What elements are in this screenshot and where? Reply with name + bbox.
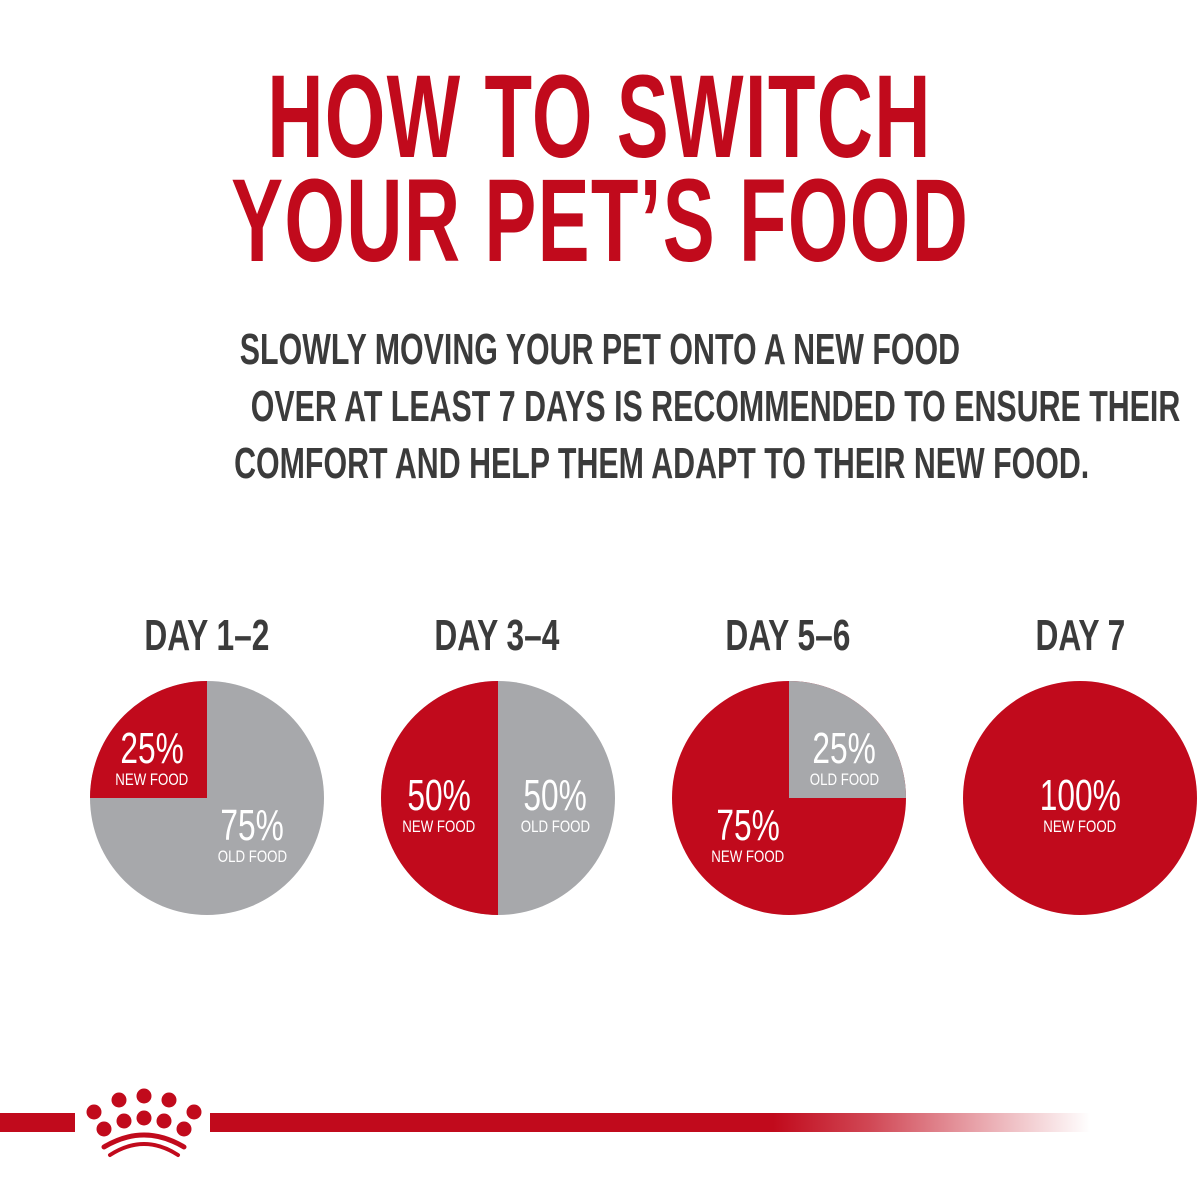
new-food-label: 75% NEW FOOD	[693, 801, 803, 867]
day-label-1-2: DAY 1–2	[77, 614, 337, 658]
day-text: DAY 5–6	[725, 611, 851, 660]
new-food-label: 25% NEW FOOD	[97, 724, 207, 790]
title-text-1: HOW TO SWITCH	[267, 51, 933, 183]
old-caption: OLD FOOD	[217, 847, 287, 866]
new-pct: 100%	[1039, 771, 1121, 820]
day-text: DAY 3–4	[434, 611, 560, 660]
title-text-2: YOUR PET’S FOOD	[230, 155, 970, 287]
intro-text-1: SLOWLY MOVING YOUR PET ONTO A NEW FOOD	[239, 325, 961, 374]
pie-graphic	[90, 681, 324, 915]
old-pct: 25%	[812, 724, 876, 773]
page-title-line-2: YOUR PET’S FOOD	[0, 162, 1200, 280]
old-caption: OLD FOOD	[520, 817, 591, 836]
old-pct: 75%	[220, 801, 284, 850]
new-caption: NEW FOOD	[115, 770, 189, 789]
old-food-label: 75% OLD FOOD	[197, 801, 307, 867]
old-caption: OLD FOOD	[809, 770, 879, 789]
new-pct: 50%	[407, 771, 471, 820]
old-food-label: 25% OLD FOOD	[789, 724, 899, 790]
new-pct: 75%	[716, 801, 780, 850]
new-caption: NEW FOOD	[711, 847, 785, 866]
crown-icon	[82, 1085, 207, 1160]
intro-text-3: COMFORT AND HELP THEM ADAPT TO THEIR NEW…	[234, 439, 1090, 488]
day-text: DAY 1–2	[144, 611, 270, 660]
pie-chart-day-1-2: 25% NEW FOOD 75% OLD FOOD	[89, 680, 325, 916]
pie-chart-day-7: 100% NEW FOOD	[962, 680, 1198, 916]
intro-line-2: OVER AT LEAST 7 DAYS IS RECOMMENDED TO E…	[42, 385, 1200, 429]
new-food-label: 100% NEW FOOD	[1020, 771, 1140, 837]
new-caption: NEW FOOD	[1043, 817, 1117, 836]
old-food-label: 50% OLD FOOD	[498, 771, 613, 837]
day-text: DAY 7	[1035, 611, 1125, 660]
pie-graphic	[963, 681, 1197, 915]
new-food-label: 50% NEW FOOD	[380, 771, 498, 837]
day-label-5-6: DAY 5–6	[658, 614, 918, 658]
day-label-3-4: DAY 3–4	[367, 614, 627, 658]
new-pct: 25%	[120, 724, 184, 773]
old-pct: 50%	[523, 771, 588, 820]
intro-line-1: SLOWLY MOVING YOUR PET ONTO A NEW FOOD	[0, 328, 1200, 372]
page-title-line-1: HOW TO SWITCH	[0, 58, 1200, 176]
pie-chart-day-3-4: 50% NEW FOOD 50% OLD FOOD	[380, 680, 616, 916]
pie-chart-day-5-6: 25% OLD FOOD 75% NEW FOOD	[671, 680, 907, 916]
day-label-7: DAY 7	[950, 614, 1200, 658]
pie-graphic	[381, 681, 615, 915]
intro-line-3: COMFORT AND HELP THEM ADAPT TO THEIR NEW…	[42, 442, 1200, 486]
new-caption: NEW FOOD	[402, 817, 476, 836]
pie-graphic	[672, 681, 906, 915]
intro-text-2: OVER AT LEAST 7 DAYS IS RECOMMENDED TO E…	[250, 382, 1181, 431]
footer-bar-left	[0, 1113, 75, 1132]
footer-bar-right	[210, 1113, 1090, 1132]
